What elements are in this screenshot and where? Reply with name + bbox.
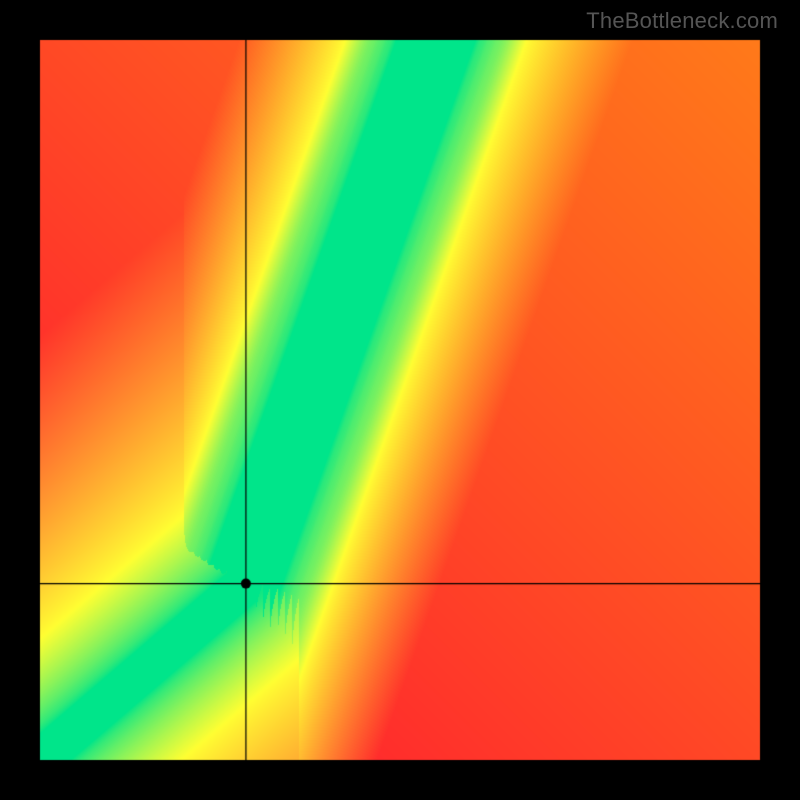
chart-container: TheBottleneck.com bbox=[0, 0, 800, 800]
watermark-label: TheBottleneck.com bbox=[586, 8, 778, 34]
bottleneck-heatmap-canvas bbox=[0, 0, 800, 800]
